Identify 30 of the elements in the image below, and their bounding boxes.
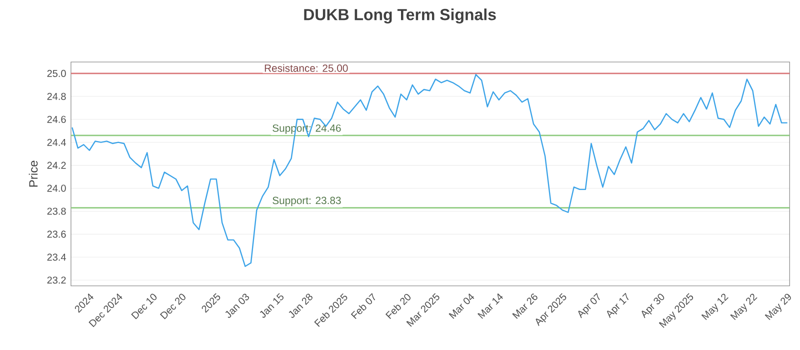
y-tick-label: 24.4: [47, 138, 66, 146]
x-tick-label: Feb 07: [350, 293, 376, 320]
x-tick-label: May 22: [730, 294, 758, 320]
y-tick-label: 23.4: [47, 254, 66, 261]
x-tick-label: Jan 03: [225, 294, 250, 318]
y-tick-label: 23.2: [47, 276, 66, 284]
y-axis-title: Price: [28, 160, 38, 187]
chart-title: DUKB Long Term Signals: [304, 8, 496, 24]
ref-line-label: Resistance: 25.00: [264, 64, 348, 72]
y-tick-label: 24.0: [47, 184, 66, 192]
x-tick-label: Mar 14: [478, 293, 503, 319]
x-tick-label: Jan 28: [288, 294, 312, 318]
x-tick-label: May 29: [764, 294, 791, 320]
x-tick-label: Apr 07: [578, 293, 600, 318]
ref-line-label: Support: 23.83: [272, 196, 341, 206]
y-tick-label: 24.8: [47, 92, 66, 100]
x-tick-label: Feb 20: [385, 294, 411, 320]
x-tick-label: May 12: [701, 294, 728, 320]
x-tick-label: Dec 20: [160, 294, 186, 320]
x-tick-label: Mar 26: [512, 294, 538, 319]
x-tick-label: Apr 17: [606, 292, 629, 318]
x-tick-label: Mar 04: [448, 294, 474, 319]
x-tick-label: Apr 30: [642, 294, 664, 318]
x-tick-label: Dec 10: [131, 294, 157, 320]
y-tick-label: 24.2: [47, 162, 66, 169]
y-tick-label: 24.6: [47, 116, 66, 123]
x-tick-label: Jan 15: [260, 293, 284, 318]
y-tick-label: 23.6: [47, 230, 66, 238]
y-tick-label: 25.0: [47, 70, 66, 78]
y-tick-label: 23.8: [47, 208, 66, 215]
